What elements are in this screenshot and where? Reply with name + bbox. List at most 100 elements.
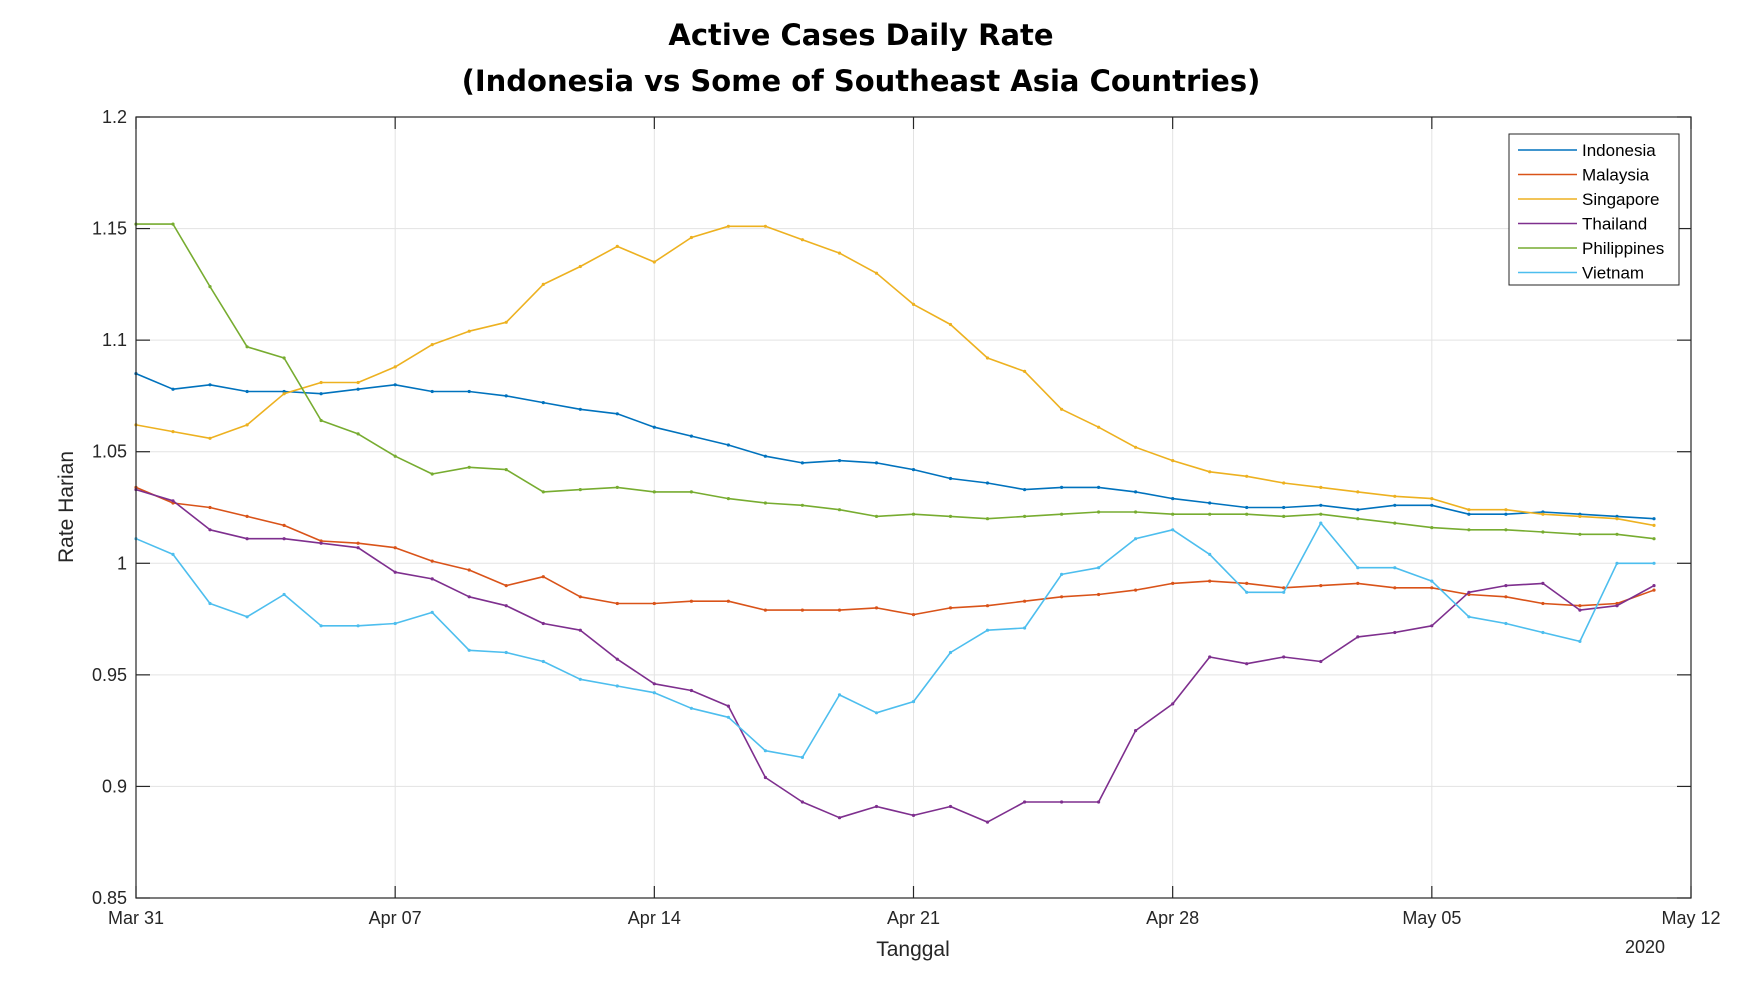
data-point-indonesia xyxy=(1282,505,1286,510)
data-point-singapore xyxy=(208,436,212,440)
data-point-indonesia xyxy=(1171,497,1175,501)
data-point-vietnam xyxy=(1023,626,1027,630)
x-tick-label: May 12 xyxy=(1661,908,1720,928)
data-point-singapore xyxy=(1208,470,1212,474)
data-point-thailand xyxy=(726,704,731,708)
data-point-thailand xyxy=(504,604,508,608)
data-point-indonesia xyxy=(319,392,323,396)
data-point-singapore xyxy=(615,244,619,248)
data-point-malaysia xyxy=(393,546,397,550)
data-point-vietnam xyxy=(171,552,175,557)
data-point-vietnam xyxy=(1245,590,1249,594)
data-point-vietnam xyxy=(1097,566,1101,570)
data-point-malaysia xyxy=(1171,581,1175,586)
legend-item-malaysia: Malaysia xyxy=(1518,166,1650,185)
data-point-indonesia xyxy=(1245,505,1249,510)
data-point-indonesia xyxy=(1023,488,1027,492)
legend-label: Thailand xyxy=(1582,215,1647,234)
data-point-vietnam xyxy=(652,691,656,695)
data-point-thailand xyxy=(1504,584,1508,588)
data-point-vietnam xyxy=(208,601,212,606)
data-point-thailand xyxy=(1467,590,1471,594)
data-point-thailand xyxy=(1097,800,1101,804)
data-point-singapore xyxy=(504,320,508,324)
series-line-singapore xyxy=(135,225,1655,527)
data-point-indonesia xyxy=(541,401,545,405)
data-point-malaysia xyxy=(467,568,471,572)
data-point-thailand xyxy=(1134,729,1138,733)
data-point-philippines xyxy=(1023,514,1027,519)
data-point-singapore xyxy=(1393,494,1397,498)
data-point-singapore xyxy=(1615,517,1619,521)
data-point-thailand xyxy=(541,621,545,626)
data-point-singapore xyxy=(578,264,582,269)
y-tick-label: 1.05 xyxy=(92,442,127,462)
data-point-philippines xyxy=(837,508,842,512)
data-point-malaysia xyxy=(1282,586,1286,590)
data-point-philippines xyxy=(689,490,694,494)
axis-ticks xyxy=(135,116,1692,899)
data-point-vietnam xyxy=(1356,566,1360,570)
data-point-thailand xyxy=(1023,800,1027,804)
data-point-indonesia xyxy=(615,412,619,416)
data-point-indonesia xyxy=(1430,503,1434,507)
data-point-singapore xyxy=(541,282,545,286)
data-point-philippines xyxy=(726,497,731,501)
data-point-malaysia xyxy=(578,595,582,599)
data-point-thailand xyxy=(1171,702,1175,706)
data-point-indonesia xyxy=(911,468,916,472)
x-axis-tick-labels: Mar 31 Apr 07 Apr 14 Apr 21 Apr 28 May 05 May … xyxy=(108,908,1721,928)
legend-label: Malaysia xyxy=(1582,166,1650,185)
data-point-malaysia xyxy=(319,539,323,543)
data-point-malaysia xyxy=(1319,584,1323,588)
series-line-malaysia xyxy=(135,486,1655,616)
data-point-vietnam xyxy=(1393,566,1397,570)
data-point-malaysia xyxy=(245,514,249,519)
data-point-philippines xyxy=(208,285,212,289)
data-point-singapore xyxy=(763,224,768,228)
data-point-indonesia xyxy=(578,407,582,411)
data-point-singapore xyxy=(1504,508,1508,512)
data-point-vietnam xyxy=(319,624,323,628)
data-point-philippines xyxy=(1430,526,1434,530)
data-point-singapore xyxy=(282,392,286,396)
data-point-thailand xyxy=(1208,655,1212,659)
data-point-indonesia xyxy=(1319,503,1323,507)
data-point-thailand xyxy=(1393,630,1397,635)
data-point-singapore xyxy=(948,322,953,327)
data-point-vietnam xyxy=(245,615,249,619)
data-point-vietnam xyxy=(356,624,360,628)
data-point-thailand xyxy=(171,499,175,503)
series-line-vietnam xyxy=(135,522,1654,759)
data-point-malaysia xyxy=(282,523,286,528)
data-point-singapore xyxy=(1356,490,1360,494)
data-point-thailand xyxy=(1356,635,1360,639)
data-point-vietnam xyxy=(763,749,768,753)
data-point-vietnam xyxy=(282,592,286,597)
data-point-thailand xyxy=(874,804,879,809)
legend: Indonesia Malaysia Singapore Thailand Philip… xyxy=(1508,133,1680,286)
data-point-malaysia xyxy=(1652,588,1656,592)
data-point-indonesia xyxy=(800,461,805,465)
x-tick-label: Apr 28 xyxy=(1146,908,1199,928)
series-philippines xyxy=(134,222,1656,541)
data-point-thailand xyxy=(652,682,656,686)
data-point-malaysia xyxy=(800,608,805,612)
x-tick-label: Apr 14 xyxy=(628,908,681,928)
legend-item-philippines: Philippines xyxy=(1518,239,1664,258)
data-point-thailand xyxy=(356,546,360,550)
data-point-vietnam xyxy=(504,650,508,655)
data-point-indonesia xyxy=(208,383,212,387)
data-point-philippines xyxy=(1208,512,1212,516)
data-point-malaysia xyxy=(356,541,360,545)
data-point-vietnam xyxy=(1467,615,1471,619)
legend-item-thailand: Thailand xyxy=(1518,215,1647,234)
series-vietnam xyxy=(134,521,1656,760)
data-point-singapore xyxy=(393,365,397,369)
data-point-malaysia xyxy=(1356,581,1360,586)
data-point-indonesia xyxy=(652,425,656,429)
data-point-indonesia xyxy=(1615,514,1619,519)
series-line-philippines xyxy=(136,223,1655,540)
